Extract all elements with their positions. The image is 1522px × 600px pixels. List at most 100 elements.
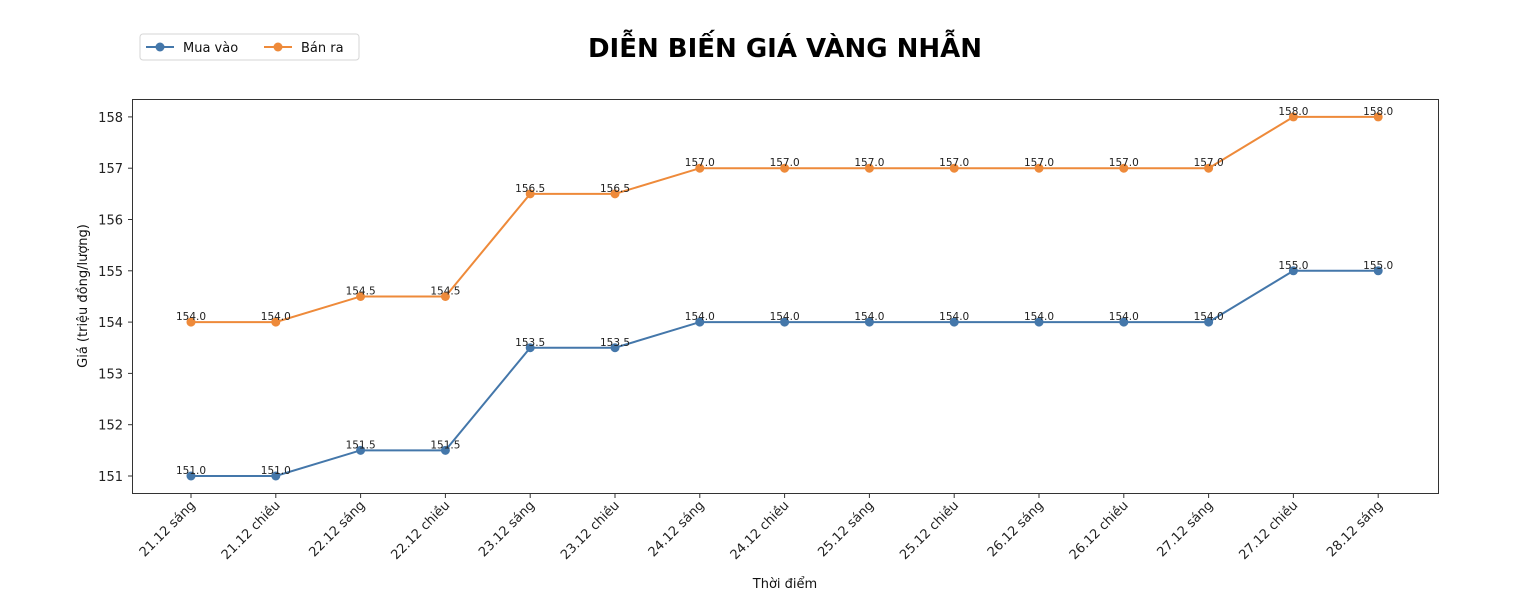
x-tick-label: 27.12 chiều <box>1236 498 1301 563</box>
data-label: 154.0 <box>1194 311 1224 323</box>
legend-item-mua-vao: Mua vào <box>146 41 238 56</box>
y-axis-label: Giá (triệu đồng/lượng) <box>76 224 91 368</box>
data-label: 154.5 <box>430 285 460 297</box>
data-label: 155.0 <box>1363 260 1393 272</box>
data-label: 156.5 <box>515 183 545 195</box>
data-label: 154.0 <box>854 311 884 323</box>
data-label: 154.0 <box>939 311 969 323</box>
x-axis-label: Thời điểm <box>752 577 817 592</box>
x-tick-label: 27.12 sáng <box>1154 498 1216 560</box>
data-point <box>1204 163 1214 173</box>
data-point <box>695 317 705 327</box>
x-tick-label: 21.12 chiều <box>219 498 284 563</box>
data-label: 154.0 <box>685 311 715 323</box>
series-mua-vao: 151.0 151.0 151.5 151.5 153.5 153.5 154.0 154.0… <box>176 260 1393 481</box>
plot-area <box>132 99 1439 494</box>
data-label: 157.0 <box>1024 157 1054 169</box>
data-point <box>1034 317 1044 327</box>
y-tick-label: 154 <box>98 316 123 331</box>
data-label: 157.0 <box>1109 157 1139 169</box>
data-label: 154.0 <box>770 311 800 323</box>
data-label: 153.5 <box>600 337 630 349</box>
data-point <box>780 163 790 173</box>
data-label: 157.0 <box>939 157 969 169</box>
data-point <box>1119 163 1129 173</box>
chart-title: DIỄN BIẾN GIÁ VÀNG NHẪN <box>588 28 982 64</box>
data-label: 151.5 <box>346 439 376 451</box>
data-label: 151.0 <box>261 465 291 477</box>
legend-marker-icon <box>273 42 283 52</box>
data-label: 151.0 <box>176 465 206 477</box>
x-tick-label: 22.12 sáng <box>306 498 368 560</box>
y-tick-label: 152 <box>98 419 123 434</box>
legend-label: Bán ra <box>301 41 344 56</box>
legend-frame <box>139 33 360 61</box>
data-label: 154.5 <box>346 285 376 297</box>
data-label: 158.0 <box>1278 106 1308 118</box>
data-point <box>864 163 874 173</box>
data-label: 154.0 <box>1024 311 1054 323</box>
data-label: 154.0 <box>1109 311 1139 323</box>
data-point <box>271 471 281 481</box>
x-tick-label: 23.12 chiều <box>558 498 623 563</box>
data-point <box>186 471 196 481</box>
data-label: 157.0 <box>685 157 715 169</box>
data-point <box>440 291 450 301</box>
x-tick-label: 25.12 sáng <box>815 498 877 560</box>
data-label: 154.0 <box>176 311 206 323</box>
x-tick-label: 23.12 sáng <box>476 498 538 560</box>
data-label: 153.5 <box>515 337 545 349</box>
data-point <box>356 291 366 301</box>
y-tick-label: 157 <box>98 162 123 177</box>
data-point <box>186 317 196 327</box>
data-point <box>1288 112 1298 122</box>
data-point <box>525 343 535 353</box>
data-label: 154.0 <box>261 311 291 323</box>
legend-item-ban-ra: Bán ra <box>264 41 344 56</box>
data-label: 157.0 <box>854 157 884 169</box>
x-tick-label: 24.12 chiều <box>728 498 793 563</box>
x-tick-label: 21.12 sáng <box>137 498 199 560</box>
data-point <box>610 189 620 199</box>
data-point <box>695 163 705 173</box>
data-point <box>356 445 366 455</box>
data-point <box>1034 163 1044 173</box>
data-point <box>949 163 959 173</box>
data-point <box>949 317 959 327</box>
data-label: 151.5 <box>430 439 460 451</box>
x-axis: 21.12 sáng 21.12 chiều 22.12 sáng 22.12 chi… <box>137 493 1386 563</box>
data-point <box>525 189 535 199</box>
data-point <box>1119 317 1129 327</box>
data-point <box>864 317 874 327</box>
data-label: 158.0 <box>1363 106 1393 118</box>
data-label: 155.0 <box>1278 260 1308 272</box>
y-tick-label: 153 <box>98 367 123 382</box>
data-point <box>610 343 620 353</box>
data-label: 156.5 <box>600 183 630 195</box>
series-ban-ra: 154.0 154.0 154.5 154.5 156.5 156.5 157.0 157.0… <box>176 106 1393 327</box>
data-label: 157.0 <box>1194 157 1224 169</box>
x-tick-label: 26.12 chiều <box>1067 498 1132 563</box>
legend-marker-icon <box>155 42 165 52</box>
x-tick-label: 22.12 chiều <box>388 498 453 563</box>
x-tick-label: 28.12 sáng <box>1324 498 1386 560</box>
y-tick-label: 158 <box>98 111 123 126</box>
y-axis: 151 152 153 154 155 156 157 158 <box>98 111 133 485</box>
y-tick-label: 151 <box>98 470 123 485</box>
y-tick-label: 156 <box>98 214 123 229</box>
data-point <box>271 317 281 327</box>
data-point <box>780 317 790 327</box>
data-point <box>1204 317 1214 327</box>
legend-label: Mua vào <box>183 41 238 56</box>
data-point <box>1373 112 1383 122</box>
data-point <box>1288 266 1298 276</box>
legend: Mua vào Bán ra <box>139 33 360 61</box>
data-label: 157.0 <box>770 157 800 169</box>
x-tick-label: 24.12 sáng <box>646 498 708 560</box>
data-point <box>1373 266 1383 276</box>
y-tick-label: 155 <box>98 265 123 280</box>
data-point <box>440 445 450 455</box>
x-tick-label: 25.12 chiều <box>897 498 962 563</box>
